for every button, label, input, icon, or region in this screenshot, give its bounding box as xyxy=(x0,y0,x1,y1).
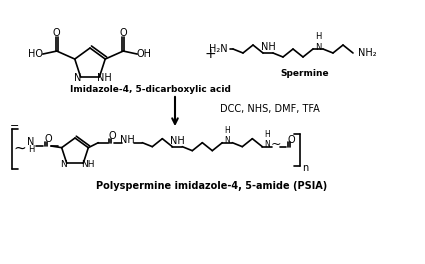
Text: ~: ~ xyxy=(271,138,282,151)
Text: NH: NH xyxy=(82,160,95,169)
Text: NH: NH xyxy=(120,135,135,145)
Text: OH: OH xyxy=(137,49,152,59)
Text: NH: NH xyxy=(170,136,185,146)
Text: H
N: H N xyxy=(264,130,270,149)
Text: N: N xyxy=(60,160,67,169)
Text: H₂N: H₂N xyxy=(209,44,227,54)
Text: Polyspermine imidazole-4, 5-amide (PSIA): Polyspermine imidazole-4, 5-amide (PSIA) xyxy=(96,181,328,191)
Text: H
N: H N xyxy=(224,126,230,145)
Text: +: + xyxy=(204,47,216,61)
Text: ~: ~ xyxy=(14,140,26,155)
Text: N: N xyxy=(27,137,35,147)
Text: H: H xyxy=(28,145,34,154)
Text: NH₂: NH₂ xyxy=(358,48,376,58)
Text: O: O xyxy=(44,134,52,144)
Text: Imidazole-4, 5-dicarboxylic acid: Imidazole-4, 5-dicarboxylic acid xyxy=(70,84,231,93)
Text: DCC, NHS, DMF, TFA: DCC, NHS, DMF, TFA xyxy=(220,104,320,114)
Text: H
N: H N xyxy=(315,32,321,52)
Text: N: N xyxy=(74,73,81,83)
Text: n: n xyxy=(302,163,309,173)
Text: HO: HO xyxy=(28,49,43,59)
Text: O: O xyxy=(53,28,61,38)
Text: −: − xyxy=(10,121,20,131)
Text: Spermine: Spermine xyxy=(280,69,329,78)
Text: NH: NH xyxy=(261,42,275,52)
Text: NH: NH xyxy=(97,73,112,83)
Text: O: O xyxy=(108,131,116,141)
Text: O: O xyxy=(287,135,295,145)
Text: O: O xyxy=(119,28,127,38)
